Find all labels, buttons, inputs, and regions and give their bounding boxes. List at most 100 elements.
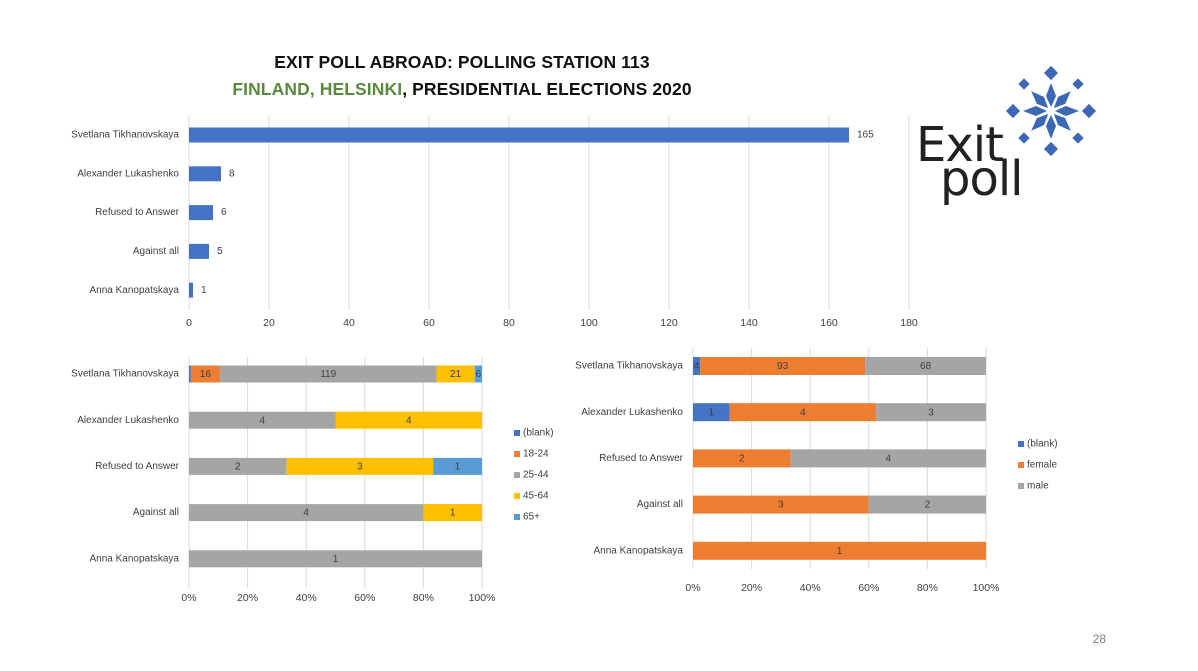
legend-swatch: [1018, 462, 1024, 468]
bar-segment: [219, 365, 437, 383]
ornament-diamond: [1043, 65, 1059, 81]
legend-label: (blank): [523, 428, 554, 439]
legend-swatch: [514, 472, 520, 478]
logo-text-poll: poll: [940, 151, 1024, 207]
ornament-diamond: [1005, 103, 1021, 119]
segment-label: 2: [235, 462, 241, 473]
x-tick-label: 180: [900, 317, 918, 329]
legend-label: (blank): [1027, 439, 1058, 450]
segment-label: 1: [837, 546, 843, 557]
segment-label: 4: [886, 454, 892, 465]
legend-swatch: [1018, 441, 1024, 447]
x-tick-label: 40: [343, 317, 355, 329]
bar-segment: [189, 504, 424, 522]
segment-label: 16: [200, 369, 212, 380]
category-label: Refused to Answer: [95, 461, 180, 472]
x-tick-label: 100%: [973, 582, 1000, 594]
page-number: 28: [1092, 632, 1106, 646]
x-tick-label: 160: [820, 317, 838, 329]
bar-segment: [865, 357, 986, 375]
bar: [189, 205, 213, 221]
bar-segment: [868, 495, 986, 514]
category-label: Alexander Lukashenko: [581, 407, 683, 418]
bar: [189, 243, 209, 259]
x-tick-label: 20%: [741, 582, 762, 594]
x-tick-label: 80: [503, 317, 515, 329]
x-tick-label: 40%: [800, 582, 821, 594]
segment-label: 1: [333, 554, 339, 565]
x-tick-label: 0%: [181, 592, 196, 604]
bar-segment: [693, 403, 730, 422]
bar-segment: [693, 449, 791, 468]
bar-segment: [286, 457, 434, 475]
x-tick-label: 20: [263, 317, 275, 329]
ornament-petal: [1031, 113, 1049, 131]
x-tick-label: 60: [423, 317, 435, 329]
segment-label: 2: [739, 454, 745, 465]
x-tick-label: 40%: [296, 592, 317, 604]
legend-label: 25-44: [523, 470, 549, 481]
legend-label: 18-24: [523, 449, 549, 460]
segment-label: 4: [800, 407, 806, 418]
x-tick-label: 80%: [917, 582, 938, 594]
bar-segment: [790, 449, 986, 468]
segment-label: 3: [778, 500, 784, 511]
segment-label: 4: [259, 415, 265, 426]
ornament-petal: [1031, 91, 1049, 109]
segment-label: 3: [357, 462, 363, 473]
ornament-diamond: [1081, 103, 1097, 119]
segment-label: 119: [320, 369, 336, 380]
segment-label: 6: [476, 369, 482, 380]
bar-segment: [474, 365, 482, 383]
x-tick-label: 140: [740, 317, 758, 329]
x-tick-label: 0: [186, 317, 192, 329]
category-label: Against all: [637, 499, 683, 510]
ornament-diamond: [1043, 141, 1059, 157]
category-label: Svetlana Tikhanovskaya: [575, 361, 683, 372]
ornament-diamond-small: [1072, 78, 1084, 90]
ornament-petal: [1053, 113, 1071, 131]
category-label: Refused to Answer: [95, 207, 180, 218]
bar-segment: [700, 357, 866, 375]
bar: [189, 282, 193, 298]
data-label: 5: [217, 246, 223, 257]
x-tick-label: 60%: [354, 592, 375, 604]
x-tick-label: 60%: [858, 582, 879, 594]
bar-segment: [190, 365, 220, 383]
legend-swatch: [514, 451, 520, 457]
ornament-center: [1047, 107, 1055, 115]
x-tick-label: 20%: [237, 592, 258, 604]
category-label: Svetlana Tikhanovskaya: [71, 369, 179, 380]
bar-segment: [189, 457, 287, 475]
x-tick-label: 100: [580, 317, 598, 329]
category-label: Alexander Lukashenko: [77, 415, 179, 426]
ornament-petal: [1046, 115, 1056, 139]
page-subtitle: FINLAND, HELSINKI, PRESIDENTIAL ELECTION…: [0, 79, 924, 100]
x-tick-label: 80%: [413, 592, 434, 604]
ornament-petal: [1046, 83, 1056, 107]
segment-label: 4: [406, 415, 412, 426]
ornament-petal: [1055, 106, 1079, 116]
title-election: , PRESIDENTIAL ELECTIONS 2020: [402, 79, 692, 99]
segment-label: 4: [694, 361, 700, 372]
legend-label: female: [1027, 460, 1057, 471]
category-label: Anna Kanopatskaya: [89, 285, 179, 296]
segment-label: 93: [777, 361, 789, 372]
bar-segment: [693, 357, 701, 375]
bar-segment: [189, 550, 482, 568]
bar-segment: [436, 365, 475, 383]
x-tick-label: 0%: [685, 582, 700, 594]
ornament-petal: [1053, 91, 1071, 109]
ornament-diamond-small: [1072, 132, 1084, 144]
page-title: EXIT POLL ABROAD: POLLING STATION 113: [274, 52, 650, 72]
legend-label: male: [1027, 481, 1049, 492]
bar-segment: [729, 403, 877, 422]
segment-label: 1: [450, 508, 456, 519]
bar-segment: [423, 504, 482, 522]
segment-label: 3: [928, 407, 934, 418]
bar-segment: [693, 495, 869, 514]
segment-label: 1: [455, 462, 461, 473]
segment-label: 2: [925, 500, 931, 511]
data-label: 165: [857, 130, 874, 141]
